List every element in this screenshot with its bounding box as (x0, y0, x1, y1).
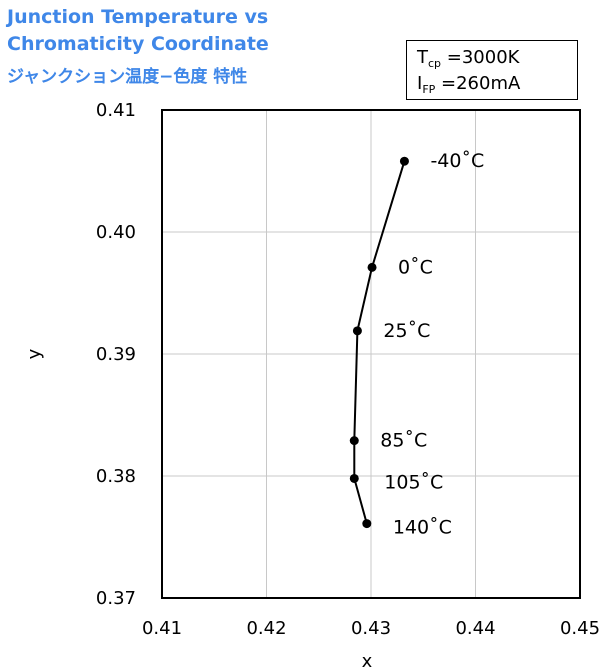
tcp-symbol: T (417, 47, 428, 68)
y-tick-label: 0.40 (96, 222, 136, 243)
x-tick-label: 0.41 (142, 618, 182, 639)
ifp-condition: IFP =260mA (417, 71, 577, 97)
ifp-value: =260mA (435, 73, 521, 94)
data-point (399, 156, 409, 166)
ifp-subscript: FP (422, 83, 436, 96)
data-point-label: 140˚C (393, 517, 452, 539)
y-tick-label: 0.41 (96, 100, 136, 121)
x-tick-label: 0.43 (351, 618, 391, 639)
plot-area-frame (161, 109, 581, 599)
chart-title-line-2: Chromaticity Coordinate (7, 33, 269, 55)
y-axis-title: y (24, 348, 45, 359)
data-point (349, 473, 359, 483)
data-point-label: 0˚C (398, 256, 433, 278)
data-point (367, 262, 377, 272)
x-axis-title: x (362, 651, 373, 672)
data-point-label: 85˚C (380, 430, 427, 452)
y-tick-label: 0.39 (96, 344, 136, 365)
data-point (352, 326, 362, 336)
y-tick-label: 0.37 (96, 588, 136, 609)
ifp-symbol: I (417, 73, 423, 94)
chart-title-line-3: ジャンクション温度−色度 特性 (7, 67, 248, 87)
chart-title-line-1: Junction Temperature vs (7, 6, 269, 28)
tcp-subscript: cp (428, 57, 442, 70)
tcp-condition: Tcp =3000K (417, 45, 577, 71)
series-line (353, 160, 406, 524)
x-tick-label: 0.42 (246, 618, 286, 639)
data-point (349, 436, 359, 446)
test-conditions-box: Tcp =3000K IFP =260mA (406, 40, 578, 100)
data-point-label: 25˚C (383, 320, 430, 342)
data-point-label: 105˚C (384, 471, 443, 493)
y-tick-label: 0.38 (96, 466, 136, 487)
tcp-value: =3000K (441, 47, 520, 68)
x-tick-label: 0.44 (455, 618, 495, 639)
x-tick-label: 0.45 (560, 618, 600, 639)
data-point (362, 519, 372, 529)
data-point-label: -40˚C (430, 150, 484, 172)
